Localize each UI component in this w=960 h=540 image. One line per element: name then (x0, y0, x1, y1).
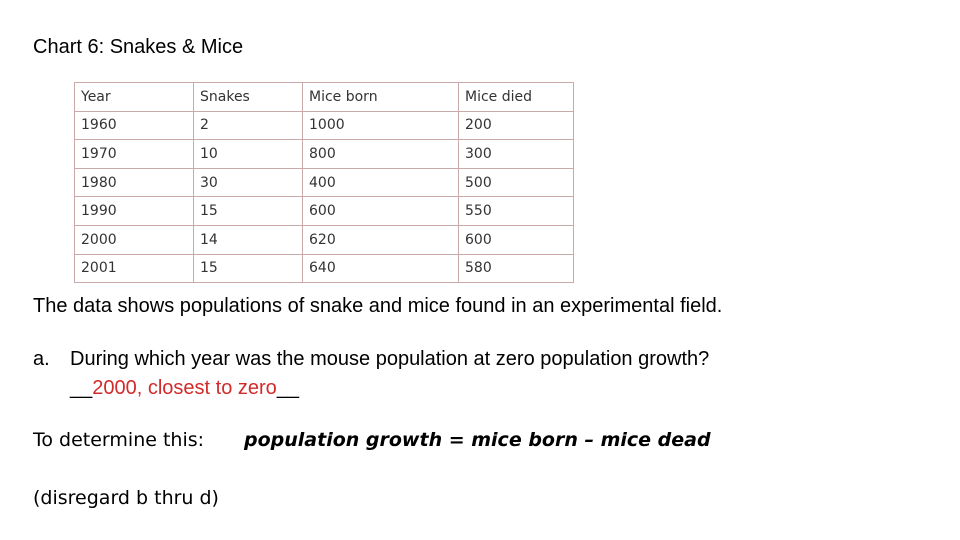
table-row: 1970 10 800 300 (74, 139, 574, 169)
table-cell: 1980 (74, 167, 194, 198)
table-header-cell: Mice died (458, 82, 574, 112)
table-cell: 1000 (302, 110, 459, 141)
chart-title: Chart 6: Snakes & Mice (33, 36, 244, 58)
answer-blank-after: __ (276, 377, 300, 399)
table-cell: 500 (458, 167, 574, 198)
table-cell: 10 (193, 139, 303, 169)
table-cell: 30 (193, 167, 303, 198)
table-cell: 550 (458, 196, 574, 226)
data-table: Year Snakes Mice born Mice died 1960 2 1000 200… (74, 82, 574, 284)
table-cell: 580 (458, 253, 574, 284)
table-cell: 640 (302, 253, 459, 284)
table-header-cell: Year (74, 82, 194, 112)
table-cell: 2 (193, 110, 303, 141)
answer-text: 2000, closest to zero (92, 377, 277, 399)
table-header-cell: Snakes (193, 82, 303, 112)
formula-text: population growth = mice born – mice dea… (244, 429, 711, 451)
determine-label: To determine this: (33, 429, 205, 451)
description-text: The data shows populations of snake and … (33, 295, 723, 317)
question-text: During which year was the mouse populati… (70, 348, 710, 370)
table-cell: 600 (458, 224, 574, 255)
table-row: 1960 2 1000 200 (74, 110, 574, 141)
table-cell: 15 (193, 253, 303, 284)
table-row: 1990 15 600 550 (74, 196, 574, 226)
table-cell: 400 (302, 167, 459, 198)
table-header-row: Year Snakes Mice born Mice died (74, 82, 574, 112)
answer-blank-before: __ (70, 377, 93, 399)
table-row: 1980 30 400 500 (74, 167, 574, 198)
disregard-note: (disregard b thru d) (33, 487, 219, 509)
table-cell: 14 (193, 224, 303, 255)
table-row: 2000 14 620 600 (74, 224, 574, 255)
table-row: 2001 15 640 580 (74, 253, 574, 284)
table-cell: 200 (458, 110, 574, 141)
table-cell: 620 (302, 224, 459, 255)
table-cell: 2000 (74, 224, 194, 255)
table-cell: 800 (302, 139, 459, 169)
table-cell: 15 (193, 196, 303, 226)
table-cell: 1990 (74, 196, 194, 226)
table-cell: 1960 (74, 110, 194, 141)
answer-line: __2000, closest to zero__ (70, 373, 299, 403)
table-cell: 2001 (74, 253, 194, 284)
table-cell: 600 (302, 196, 459, 226)
table-cell: 1970 (74, 139, 194, 169)
question-number: a. (33, 348, 50, 370)
table-header-cell: Mice born (302, 82, 459, 112)
table-cell: 300 (458, 139, 574, 169)
